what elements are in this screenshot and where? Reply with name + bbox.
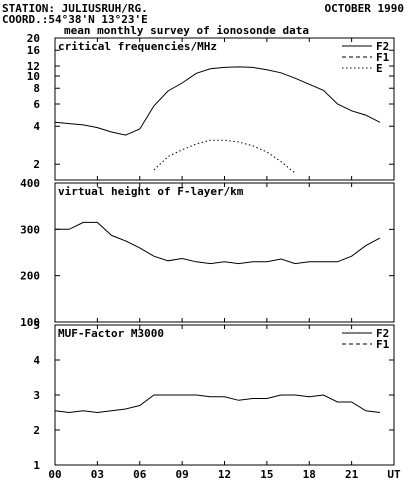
x-tick-label: 12 <box>218 468 231 480</box>
x-axis: 00 03 06 09 12 15 18 21 UT <box>48 468 401 480</box>
y-tick-label: 10 <box>27 70 40 83</box>
legend-entry-f1: F1 <box>376 338 390 351</box>
legend-entry-f2: F2 <box>376 40 389 53</box>
y-tick-label: 200 <box>20 270 40 283</box>
panel-frame <box>54 37 395 181</box>
y-tick-label: 2 <box>33 158 40 171</box>
x-tick-label: 00 <box>48 468 61 480</box>
panel-frame <box>54 324 395 466</box>
y-tick-label: 2 <box>33 424 40 437</box>
y-tick-label: 20 <box>27 32 40 45</box>
legend-entry-e: E <box>376 62 383 75</box>
coord-label: COORD.:54°38'N 13°23'E <box>2 13 148 26</box>
y-tick-label: 4 <box>33 120 40 133</box>
series-line-main <box>55 221 381 265</box>
series-line-f2 <box>54 394 380 414</box>
y-tick-label: 16 <box>27 44 41 57</box>
panel-frame <box>54 182 395 323</box>
panel-title: critical frequencies/MHz <box>58 40 217 53</box>
panel-title: MUF-Factor M3000 <box>58 327 164 340</box>
x-tick-label: 06 <box>133 468 147 480</box>
x-tick-label: 18 <box>303 468 316 480</box>
x-tick-label: 03 <box>91 468 104 480</box>
chart-subtitle: mean monthly survey of ionosonde data <box>64 24 309 37</box>
station-label: STATION: JULIUSRUH/RG. <box>2 2 148 15</box>
y-tick-label: 400 <box>20 177 40 190</box>
series-line-f2 <box>54 66 381 136</box>
x-tick-label: UT <box>387 468 401 480</box>
x-tick-label: 09 <box>176 468 189 480</box>
series-line-e <box>153 139 296 174</box>
y-tick-label: 6 <box>33 98 40 111</box>
legend-entry-f1: F1 <box>376 51 390 64</box>
panel-title: virtual height of F-layer/km <box>58 185 244 198</box>
legend-entry-f2: F2 <box>376 327 389 340</box>
x-tick-label: 15 <box>260 468 273 480</box>
y-tick-label: 8 <box>33 82 40 95</box>
x-tick-label: 21 <box>345 468 359 480</box>
y-tick-label: 5 <box>33 319 40 332</box>
y-tick-label: 12 <box>27 60 40 73</box>
panel-2: 100 200 300 400 virtual height of F-layer/km <box>20 177 395 329</box>
month-label: OCTOBER 1990 <box>325 2 404 15</box>
y-tick-label: 100 <box>20 316 40 329</box>
y-tick-label: 300 <box>20 223 40 236</box>
y-tick-label: 1 <box>33 459 40 472</box>
y-tick-label: 3 <box>33 389 40 402</box>
y-tick-label: 4 <box>33 354 40 367</box>
